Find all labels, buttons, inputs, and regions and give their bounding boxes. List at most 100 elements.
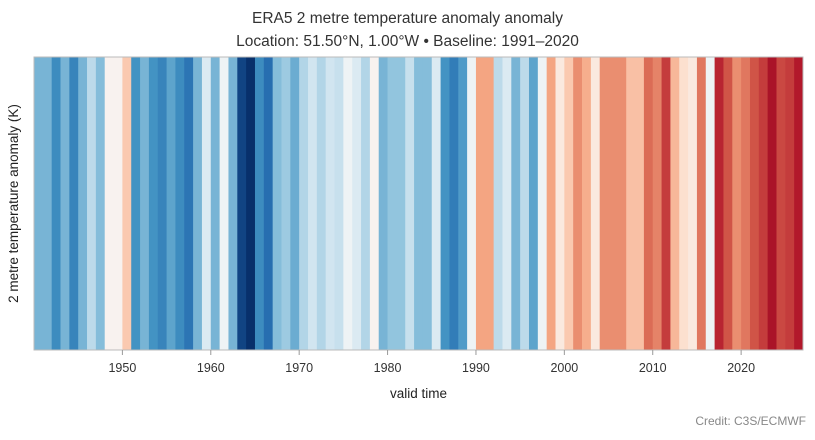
stripe-1952 <box>140 57 150 350</box>
stripe-1989 <box>467 57 477 350</box>
stripe-1975 <box>343 57 353 350</box>
stripe-1987 <box>449 57 459 350</box>
stripe-1957 <box>184 57 194 350</box>
stripe-1982 <box>405 57 415 350</box>
stripe-1974 <box>334 57 344 350</box>
stripe-2000 <box>564 57 574 350</box>
stripe-1994 <box>511 57 521 350</box>
stripe-1968 <box>281 57 291 350</box>
stripe-2006 <box>617 57 627 350</box>
stripe-1983 <box>414 57 424 350</box>
stripe-2015 <box>696 57 707 350</box>
stripe-1953 <box>148 57 159 350</box>
x-tick-label: 1980 <box>374 361 402 375</box>
stripe-1997 <box>537 57 548 350</box>
chart-subtitle: Location: 51.50°N, 1.00°W • Baseline: 19… <box>236 33 579 50</box>
x-tick-label: 2010 <box>639 361 667 375</box>
stripe-1971 <box>308 57 318 350</box>
stripe-1947 <box>95 57 106 350</box>
stripe-1992 <box>493 57 503 350</box>
stripe-1991 <box>484 57 495 350</box>
stripe-1986 <box>440 57 450 350</box>
stripe-1979 <box>378 57 388 350</box>
stripe-1967 <box>272 57 282 350</box>
stripe-2022 <box>758 57 769 350</box>
stripe-1977 <box>361 57 371 350</box>
stripe-2013 <box>679 57 689 350</box>
stripe-2024 <box>776 57 786 350</box>
x-tick-label: 2020 <box>727 361 755 375</box>
stripe-1962 <box>228 57 238 350</box>
stripe-2005 <box>608 57 618 350</box>
stripe-2017 <box>714 57 724 350</box>
x-axis-label: valid time <box>390 386 447 401</box>
x-tick-label: 1990 <box>462 361 490 375</box>
stripe-1940 <box>34 57 44 350</box>
y-axis-label: 2 metre temperature anomaly (K) <box>6 104 21 303</box>
stripe-1960 <box>210 57 221 350</box>
stripe-1966 <box>263 57 274 350</box>
stripe-1970 <box>299 57 309 350</box>
stripe-1943 <box>60 57 70 350</box>
stripe-1959 <box>201 57 212 350</box>
stripe-2025 <box>785 57 795 350</box>
stripe-2021 <box>749 57 760 350</box>
stripe-2018 <box>723 57 733 350</box>
stripe-1993 <box>502 57 512 350</box>
stripe-1980 <box>387 57 397 350</box>
stripe-1941 <box>42 57 53 350</box>
stripe-2004 <box>599 57 609 350</box>
stripe-1945 <box>78 57 88 350</box>
x-tick-label: 1950 <box>108 361 136 375</box>
stripe-1978 <box>369 57 380 350</box>
stripe-2010 <box>652 57 662 350</box>
stripe-2003 <box>590 57 601 350</box>
stripe-1973 <box>325 57 335 350</box>
stripe-2019 <box>732 57 742 350</box>
x-tick-label: 1960 <box>197 361 225 375</box>
stripe-1946 <box>87 57 97 350</box>
stripe-1999 <box>555 57 565 350</box>
stripe-2016 <box>705 57 716 350</box>
credit-text: Credit: C3S/ECMWF <box>695 414 806 428</box>
stripe-1961 <box>219 57 229 350</box>
stripe-2020 <box>741 57 751 350</box>
stripe-2001 <box>573 57 583 350</box>
stripe-1972 <box>316 57 327 350</box>
stripe-1984 <box>422 57 433 350</box>
x-tick-label: 1970 <box>285 361 313 375</box>
stripe-2009 <box>643 57 654 350</box>
stripe-2011 <box>661 57 671 350</box>
stripe-1965 <box>254 57 265 350</box>
stripe-1995 <box>520 57 530 350</box>
stripe-1955 <box>166 57 176 350</box>
stripe-2012 <box>670 57 680 350</box>
stripe-1951 <box>131 57 141 350</box>
x-tick-label: 2000 <box>550 361 578 375</box>
stripe-1998 <box>546 57 556 350</box>
stripe-1944 <box>69 57 79 350</box>
stripe-1990 <box>475 57 486 350</box>
stripe-2007 <box>626 57 636 350</box>
stripe-1988 <box>458 57 468 350</box>
stripe-1942 <box>51 57 61 350</box>
stripe-1956 <box>175 57 185 350</box>
stripe-1950 <box>122 57 132 350</box>
stripe-1963 <box>237 57 247 350</box>
plot-frame <box>33 56 804 351</box>
stripe-2023 <box>767 57 777 350</box>
chart-title: ERA5 2 metre temperature anomaly anomaly <box>251 10 563 27</box>
stripe-1949 <box>113 57 123 350</box>
stripe-1948 <box>104 57 114 350</box>
stripe-2014 <box>688 57 698 350</box>
stripe-1964 <box>246 57 256 350</box>
stripe-1976 <box>352 57 362 350</box>
stripe-1954 <box>157 57 167 350</box>
stripe-1969 <box>290 57 300 350</box>
stripe-2008 <box>635 57 645 350</box>
stripes-group <box>34 57 804 350</box>
stripe-1996 <box>528 57 539 350</box>
stripe-1985 <box>431 57 441 350</box>
x-axis-ticks: 1950 1960 1970 1980 1990 2000 2010 2020 <box>108 350 755 375</box>
